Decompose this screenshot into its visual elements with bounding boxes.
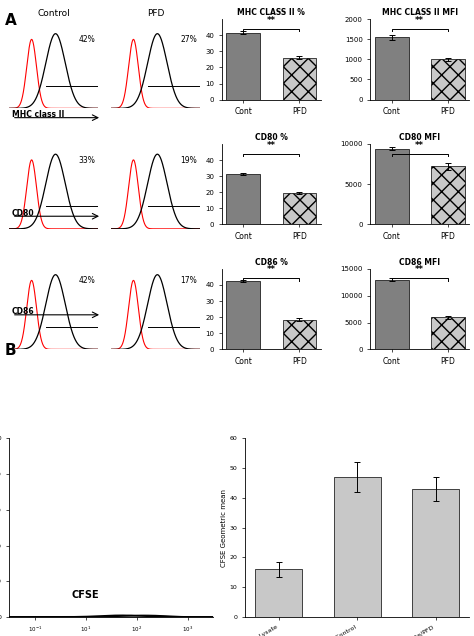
Bar — [255, 569, 302, 617]
Title: CD86 %: CD86 % — [255, 258, 288, 266]
Text: CD86: CD86 — [12, 307, 35, 316]
Text: CFSE: CFSE — [72, 590, 99, 600]
Text: **: ** — [267, 265, 276, 275]
Bar — [375, 280, 409, 349]
Text: MHC class II: MHC class II — [12, 110, 64, 119]
Title: MHC CLASS II %: MHC CLASS II % — [237, 8, 305, 17]
Bar — [226, 174, 260, 225]
Text: 42%: 42% — [79, 276, 95, 285]
Text: **: ** — [415, 265, 424, 275]
Text: 19%: 19% — [181, 156, 197, 165]
Title: MHC CLASS II MFI: MHC CLASS II MFI — [382, 8, 458, 17]
Bar — [431, 59, 465, 100]
Title: PFD: PFD — [147, 10, 164, 18]
Bar — [412, 489, 459, 617]
Bar — [226, 33, 260, 100]
Text: 42%: 42% — [79, 35, 95, 44]
Bar — [431, 317, 465, 349]
Text: A: A — [5, 13, 17, 28]
Title: CD86 MFI: CD86 MFI — [399, 258, 440, 266]
Text: 17%: 17% — [181, 276, 197, 285]
Title: Control: Control — [37, 10, 70, 18]
Bar — [375, 149, 409, 225]
Title: CD80 MFI: CD80 MFI — [399, 133, 440, 142]
Text: 27%: 27% — [181, 35, 197, 44]
Text: **: ** — [267, 16, 276, 25]
Bar — [334, 477, 381, 617]
Text: B: B — [5, 343, 17, 359]
Title: CD80 %: CD80 % — [255, 133, 288, 142]
Bar — [283, 193, 316, 225]
Bar — [283, 319, 316, 349]
Text: **: ** — [415, 141, 424, 149]
Text: 33%: 33% — [79, 156, 95, 165]
Bar — [375, 37, 409, 100]
Text: **: ** — [267, 141, 276, 149]
Text: **: ** — [415, 16, 424, 25]
Text: CD80: CD80 — [12, 209, 35, 218]
Bar — [283, 58, 316, 100]
Bar — [226, 281, 260, 349]
Bar — [431, 167, 465, 225]
Y-axis label: CFSE Geometric mean: CFSE Geometric mean — [221, 488, 227, 567]
